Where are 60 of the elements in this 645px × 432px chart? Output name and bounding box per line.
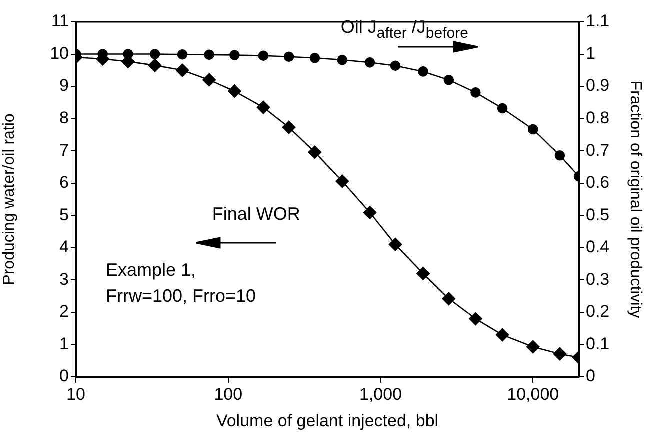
point — [418, 66, 428, 77]
point — [148, 58, 162, 72]
x-tick-label: 10,000 — [507, 384, 560, 404]
y-tick-label: 8 — [60, 108, 69, 128]
y-tick-label: 4 — [60, 238, 69, 257]
y-tick-label: 6 — [60, 173, 69, 192]
point — [470, 88, 481, 98]
point — [284, 52, 294, 62]
point — [282, 120, 296, 134]
y2-tick-label: 0.4 — [586, 238, 610, 257]
y2-tick-label: 0 — [586, 366, 596, 386]
y2-tick-label: 0.6 — [586, 173, 610, 192]
point — [390, 60, 401, 72]
y2-tick-label: 0.3 — [586, 270, 610, 289]
y2-tick-label: 0.1 — [586, 334, 610, 354]
y2-tick-label: 1.1 — [586, 12, 610, 31]
y2-tick-label: 0.7 — [586, 140, 610, 160]
point — [256, 100, 270, 114]
y-tick-label: 5 — [60, 205, 69, 224]
point — [364, 58, 376, 68]
y-tick-label: 1 — [60, 334, 69, 354]
x-tick-label: 1,000 — [359, 384, 402, 404]
point — [228, 84, 242, 98]
y2-axis-title: Fraction of original oil productivity — [626, 80, 644, 318]
y-axis-title: Producing water/oil ratio — [1, 114, 18, 286]
y-tick-label: 0 — [60, 366, 69, 386]
point — [469, 312, 482, 326]
point — [442, 292, 456, 306]
y2-tick-label: 0.8 — [586, 108, 610, 128]
y2-tick-label: 0.2 — [586, 302, 610, 322]
point — [444, 74, 454, 86]
y2-tick-label: 0.5 — [586, 205, 610, 224]
point — [416, 267, 430, 280]
y-tick-label: 10 — [50, 44, 69, 63]
y-tick-label: 11 — [51, 12, 69, 31]
point — [388, 238, 402, 252]
annotation: Example 1, Frrw=100, Frro=10 — [106, 259, 256, 308]
point — [336, 174, 350, 188]
y2-tick-label: 1 — [586, 44, 596, 63]
x-axis-title: Volume of gelant injected, bbl — [216, 411, 439, 430]
point — [176, 64, 190, 78]
point — [337, 54, 348, 66]
point — [496, 328, 510, 342]
point — [308, 146, 322, 160]
point — [177, 49, 188, 60]
y2-tick-label: 0.9 — [586, 76, 610, 96]
y-tick-label: 3 — [60, 270, 69, 289]
point — [204, 50, 214, 60]
x-tick-label: 100 — [214, 384, 243, 404]
point — [258, 50, 269, 62]
point — [310, 52, 320, 64]
y-tick-label: 7 — [60, 140, 69, 160]
point — [363, 206, 377, 220]
point — [230, 50, 240, 60]
text: Final WOR — [212, 203, 300, 226]
point — [202, 73, 216, 87]
point — [497, 103, 508, 114]
point — [150, 49, 160, 60]
y-tick-label: 9 — [60, 76, 69, 96]
y-tick-label: 2 — [60, 302, 69, 322]
